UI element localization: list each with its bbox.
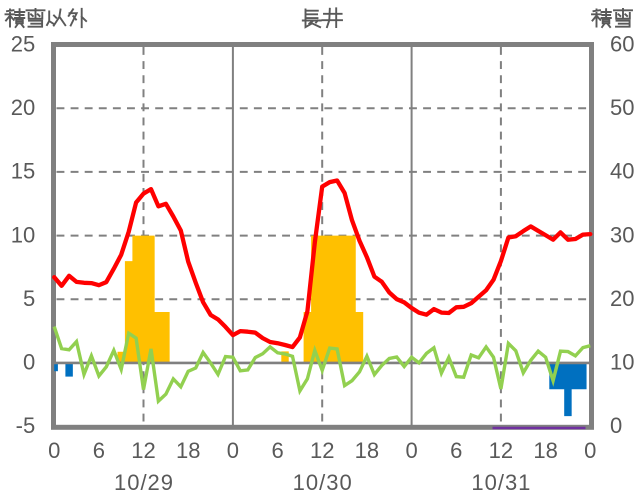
svg-text:6: 6 — [93, 438, 105, 463]
svg-text:12: 12 — [310, 438, 334, 463]
svg-text:0: 0 — [227, 438, 239, 463]
svg-text:12: 12 — [131, 438, 155, 463]
svg-text:6: 6 — [450, 438, 462, 463]
svg-text:0: 0 — [23, 350, 35, 375]
svg-text:10/30: 10/30 — [293, 470, 353, 495]
svg-text:0: 0 — [610, 413, 622, 438]
svg-text:0: 0 — [584, 438, 596, 463]
svg-text:12: 12 — [489, 438, 513, 463]
svg-text:-5: -5 — [16, 413, 36, 438]
svg-text:10: 10 — [610, 350, 634, 375]
svg-text:18: 18 — [176, 438, 200, 463]
svg-text:0: 0 — [48, 438, 60, 463]
svg-text:30: 30 — [610, 222, 634, 247]
svg-text:10: 10 — [11, 222, 35, 247]
svg-text:20: 20 — [11, 95, 35, 120]
svg-text:10/29: 10/29 — [114, 470, 174, 495]
svg-text:40: 40 — [610, 159, 634, 184]
svg-text:0: 0 — [405, 438, 417, 463]
svg-text:18: 18 — [533, 438, 557, 463]
svg-text:18: 18 — [355, 438, 379, 463]
svg-text:20: 20 — [610, 286, 634, 311]
svg-text:15: 15 — [11, 159, 35, 184]
svg-text:10/31: 10/31 — [471, 470, 531, 495]
svg-text:6: 6 — [271, 438, 283, 463]
svg-text:60: 60 — [610, 31, 634, 56]
svg-text:5: 5 — [23, 286, 35, 311]
svg-text:25: 25 — [11, 31, 35, 56]
svg-text:50: 50 — [610, 95, 634, 120]
